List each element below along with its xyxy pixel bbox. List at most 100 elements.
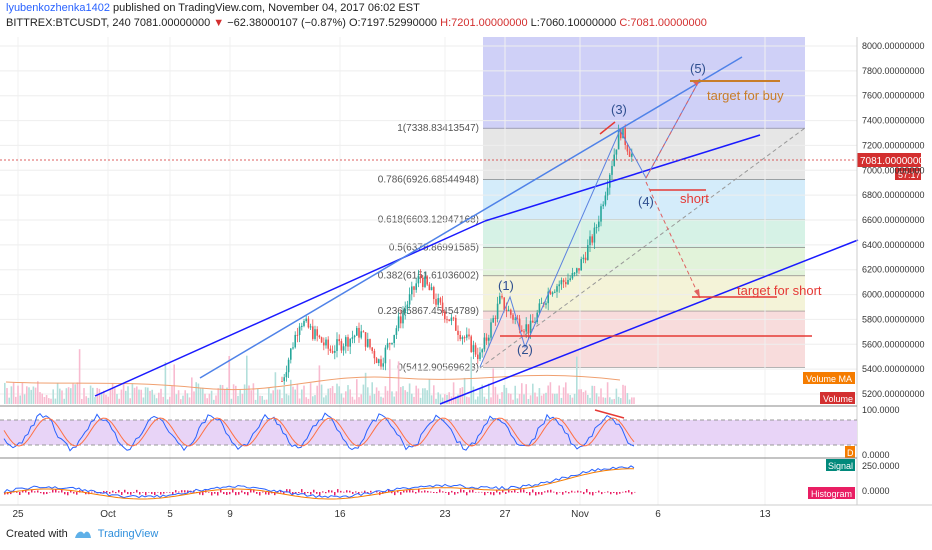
histogram-bar bbox=[310, 492, 312, 495]
candle-body bbox=[507, 309, 510, 312]
volume-bar bbox=[547, 385, 549, 404]
volume-bar bbox=[428, 379, 431, 404]
volume-tag-text: Volume bbox=[823, 394, 853, 404]
histogram-bar bbox=[577, 490, 579, 493]
volume-bar bbox=[364, 372, 367, 404]
target-short-label: target for short bbox=[737, 283, 822, 298]
histogram-bar bbox=[247, 492, 249, 496]
short-label: short bbox=[680, 191, 709, 206]
candle-body bbox=[281, 380, 283, 382]
tradingview-brand[interactable]: TradingView bbox=[97, 528, 159, 540]
candle-body bbox=[620, 129, 622, 139]
volume-bar bbox=[415, 385, 417, 404]
candle-body bbox=[602, 204, 604, 207]
histogram-bar bbox=[472, 489, 474, 493]
author-link[interactable]: lyubenkozhenka1402 bbox=[6, 2, 110, 14]
candle-body bbox=[320, 337, 323, 343]
high-value: H:7201.00000000 bbox=[440, 17, 528, 29]
candle-body bbox=[386, 343, 389, 348]
histogram-bar bbox=[589, 492, 591, 495]
y-tick-label: 5600.00000000 bbox=[862, 339, 925, 349]
histogram-bar bbox=[199, 492, 201, 495]
candle-body bbox=[474, 345, 477, 355]
y-tick-label: 7200.00000000 bbox=[862, 140, 925, 150]
stoch-tick-100: 100.0000 bbox=[862, 405, 900, 415]
volume-bar bbox=[437, 392, 439, 404]
diagonal-dashed bbox=[479, 127, 806, 369]
candle-body bbox=[578, 268, 580, 271]
candle-body bbox=[455, 317, 457, 331]
candle-body bbox=[435, 299, 437, 305]
candle-body bbox=[378, 359, 380, 364]
histogram-bar bbox=[121, 492, 123, 495]
candle-body bbox=[345, 337, 347, 347]
histogram-bar bbox=[634, 491, 636, 493]
histogram-bar bbox=[412, 490, 414, 493]
histogram-bar bbox=[460, 489, 462, 493]
histogram-bar bbox=[469, 490, 471, 493]
histogram-bar bbox=[25, 490, 27, 493]
histogram-bar bbox=[334, 492, 336, 496]
volume-bar bbox=[164, 362, 167, 404]
candle-body bbox=[461, 337, 464, 340]
candle-body bbox=[290, 348, 292, 360]
histogram-bar bbox=[124, 489, 126, 493]
volume-bar bbox=[23, 394, 26, 404]
candle-body bbox=[437, 298, 439, 305]
candle-body bbox=[615, 149, 618, 155]
volume-bar bbox=[100, 392, 103, 404]
candle-body bbox=[364, 332, 367, 347]
volume-bar bbox=[85, 396, 87, 404]
volume-bar bbox=[138, 389, 140, 404]
volume-bar bbox=[463, 377, 466, 404]
candle-body bbox=[549, 291, 552, 295]
histogram-bar bbox=[325, 492, 327, 494]
y-tick-label: 7800.00000000 bbox=[862, 66, 925, 76]
histogram-bar bbox=[10, 492, 12, 495]
histogram-bar bbox=[355, 491, 357, 493]
volume-bar bbox=[26, 386, 28, 404]
volume-bar bbox=[600, 388, 602, 404]
volume-bar bbox=[89, 385, 92, 404]
volume-bar bbox=[512, 399, 514, 404]
volume-bar bbox=[338, 386, 340, 404]
open-value: O:7197.52990000 bbox=[348, 17, 438, 29]
histogram-bar bbox=[16, 492, 18, 493]
stoch-d-line bbox=[3, 417, 635, 447]
volume-bar bbox=[435, 398, 437, 404]
volume-bar bbox=[569, 395, 571, 404]
y-tick-label: 7000.00000000 bbox=[862, 165, 925, 175]
volume-bar bbox=[45, 395, 48, 404]
histogram-bar bbox=[481, 491, 483, 493]
candle-body bbox=[413, 286, 415, 290]
candle-body bbox=[301, 325, 303, 327]
candle-body bbox=[483, 337, 486, 350]
candle-body bbox=[518, 318, 521, 330]
histogram-bar bbox=[496, 489, 498, 493]
volume-bar bbox=[422, 388, 424, 404]
histogram-bar bbox=[61, 489, 63, 493]
wave-count-path bbox=[479, 78, 701, 368]
candle-body bbox=[488, 337, 490, 341]
histogram-bar bbox=[166, 492, 168, 493]
histogram-bar bbox=[262, 491, 264, 493]
candle-body bbox=[565, 282, 567, 285]
volume-bar bbox=[136, 386, 138, 404]
volume-bar bbox=[114, 388, 116, 404]
volume-bar bbox=[551, 393, 554, 404]
candle-body bbox=[360, 331, 362, 338]
volume-bar bbox=[323, 397, 325, 404]
volume-bar bbox=[501, 392, 503, 404]
volume-bar bbox=[540, 395, 543, 404]
histogram-bar bbox=[598, 490, 600, 493]
volume-bar bbox=[70, 388, 72, 404]
histogram-bar bbox=[622, 491, 624, 493]
candle-body bbox=[309, 326, 312, 328]
candle-body bbox=[622, 128, 624, 139]
fib-level-label: 0.382(6151.61036002) bbox=[378, 271, 479, 282]
histogram-bar bbox=[52, 489, 54, 493]
candle-body bbox=[529, 320, 532, 334]
candle-body bbox=[400, 316, 402, 324]
trendline-lower-2 bbox=[484, 134, 761, 222]
